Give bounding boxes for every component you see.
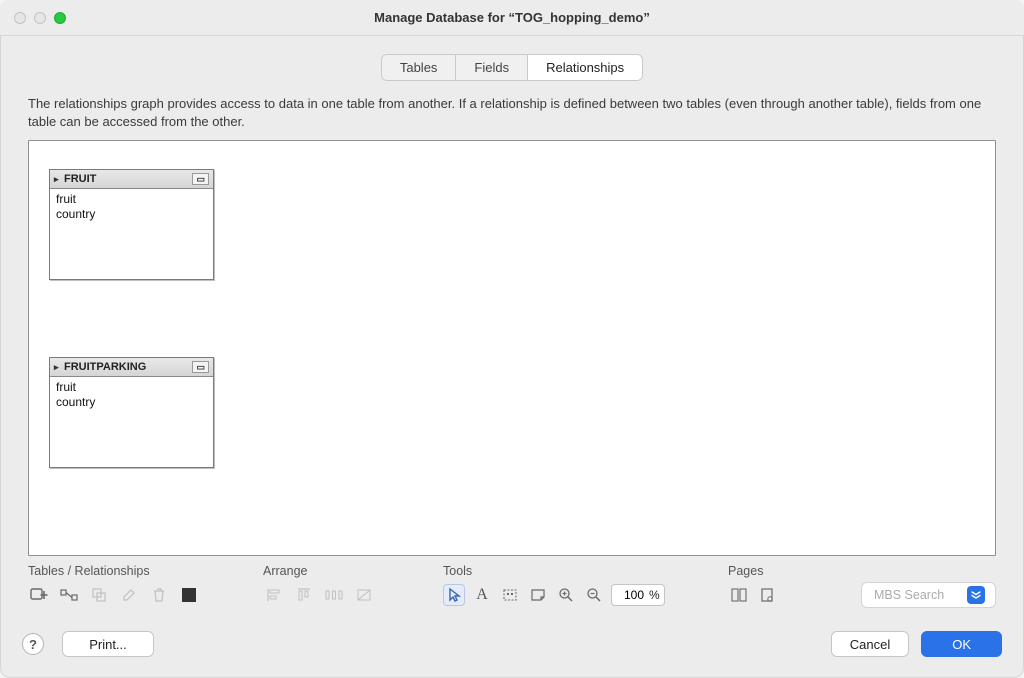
cancel-button[interactable]: Cancel xyxy=(831,631,909,657)
tab-fields[interactable]: Fields xyxy=(456,55,528,80)
ok-button[interactable]: OK xyxy=(921,631,1002,657)
align-vertical-button xyxy=(293,584,315,606)
zoom-in-button[interactable] xyxy=(555,584,577,606)
table-occurrence[interactable]: ▸FRUITPARKING ▭ fruitcountry xyxy=(49,357,214,468)
delete-button xyxy=(148,584,170,606)
label-arrange: Arrange xyxy=(263,564,443,578)
minimize-icon[interactable] xyxy=(34,12,46,24)
help-button[interactable]: ? xyxy=(22,633,44,655)
chevron-down-icon[interactable] xyxy=(967,586,985,604)
label-tools: Tools xyxy=(443,564,728,578)
zoom-field[interactable]: % xyxy=(611,584,665,606)
label-tables-relationships: Tables / Relationships xyxy=(28,564,263,578)
tabs-segmented-control: Tables Fields Relationships xyxy=(381,54,643,81)
collapse-icon[interactable]: ▭ xyxy=(192,361,209,373)
resize-button xyxy=(353,584,375,606)
titlebar: Manage Database for “TOG_hopping_demo” xyxy=(0,0,1024,36)
add-relationship-button[interactable] xyxy=(58,584,80,606)
content-wrap: The relationships graph provides access … xyxy=(0,81,1024,620)
toolbar-area: Tables / Relationships Arrange Tools Pag… xyxy=(28,556,996,608)
group-pages xyxy=(728,584,818,606)
zoom-suffix: % xyxy=(649,588,660,602)
close-icon[interactable] xyxy=(14,12,26,24)
search-input[interactable] xyxy=(872,587,967,603)
pointer-tool-button[interactable] xyxy=(443,584,465,606)
zoom-out-button[interactable] xyxy=(583,584,605,606)
table-fields-list: fruitcountry xyxy=(50,189,213,279)
manage-database-window: Manage Database for “TOG_hopping_demo” T… xyxy=(0,0,1024,678)
table-header[interactable]: ▸FRUIT ▭ xyxy=(50,170,213,189)
label-pages: Pages xyxy=(728,564,818,578)
field-row[interactable]: fruit xyxy=(56,192,207,207)
group-tables-relationships xyxy=(28,584,263,606)
table-fields-list: fruitcountry xyxy=(50,377,213,467)
field-row[interactable]: fruit xyxy=(56,380,207,395)
relationships-description: The relationships graph provides access … xyxy=(28,95,996,130)
table-header[interactable]: ▸FRUITPARKING ▭ xyxy=(50,358,213,377)
collapse-icon[interactable]: ▭ xyxy=(192,173,209,185)
table-name-label: FRUITPARKING xyxy=(64,361,146,373)
note-tool-button[interactable] xyxy=(527,584,549,606)
selection-tool-button[interactable] xyxy=(499,584,521,606)
page-breaks-button[interactable] xyxy=(728,584,750,606)
traffic-lights xyxy=(14,12,66,24)
group-tools: A % xyxy=(443,584,728,606)
text-tool-button[interactable]: A xyxy=(471,584,493,606)
group-arrange xyxy=(263,584,443,606)
toolbar-labels-row: Tables / Relationships Arrange Tools Pag… xyxy=(28,564,996,578)
field-row[interactable]: country xyxy=(56,395,207,410)
align-left-button xyxy=(263,584,285,606)
page-setup-button[interactable] xyxy=(756,584,778,606)
toolbar-groups-row: A % xyxy=(28,582,996,608)
field-row[interactable]: country xyxy=(56,207,207,222)
zoom-input[interactable] xyxy=(616,587,646,603)
table-occurrence[interactable]: ▸FRUIT ▭ fruitcountry xyxy=(49,169,214,280)
edit-button xyxy=(118,584,140,606)
duplicate-button xyxy=(88,584,110,606)
add-table-button[interactable] xyxy=(28,584,50,606)
color-button[interactable] xyxy=(178,584,200,606)
expand-arrow-icon[interactable]: ▸ xyxy=(54,362,62,373)
distribute-horizontal-button xyxy=(323,584,345,606)
tabs-row: Tables Fields Relationships xyxy=(0,36,1024,81)
footer: ? Print... Cancel OK xyxy=(0,620,1024,678)
relationships-canvas[interactable]: ▸FRUIT▭fruitcountry▸FRUITPARKING▭fruitco… xyxy=(28,140,996,556)
expand-arrow-icon[interactable]: ▸ xyxy=(54,174,62,185)
zoom-icon[interactable] xyxy=(54,12,66,24)
table-name-label: FRUIT xyxy=(64,173,96,185)
tab-relationships[interactable]: Relationships xyxy=(528,55,642,80)
tab-tables[interactable]: Tables xyxy=(382,55,457,80)
print-button[interactable]: Print... xyxy=(62,631,154,657)
search-combo[interactable] xyxy=(861,582,996,608)
window-title: Manage Database for “TOG_hopping_demo” xyxy=(0,10,1024,25)
